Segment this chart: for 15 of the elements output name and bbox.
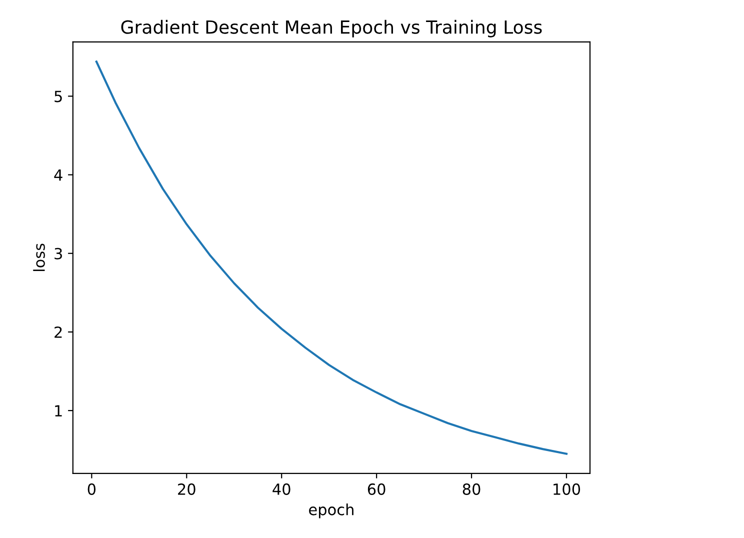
x-tick-label: 60 [368, 483, 386, 495]
x-tick-label: 80 [462, 483, 480, 495]
y-axis-title: loss [33, 244, 45, 272]
y-tick-label: 3 [54, 248, 62, 260]
x-tick-label: 100 [554, 483, 580, 495]
y-tick-label: 2 [54, 326, 62, 338]
x-tick-label: 20 [178, 483, 196, 495]
x-tick-label: 0 [88, 483, 96, 495]
y-tick-label: 5 [54, 90, 62, 102]
y-tick-label: 1 [55, 405, 62, 416]
x-tick-label: 40 [272, 483, 290, 495]
line-series [95, 60, 568, 455]
y-tick-label: 4 [54, 169, 62, 181]
chart-title: Gradient Descent Mean Epoch vs Training Loss [121, 20, 542, 38]
x-axis-title: epoch [309, 504, 354, 518]
